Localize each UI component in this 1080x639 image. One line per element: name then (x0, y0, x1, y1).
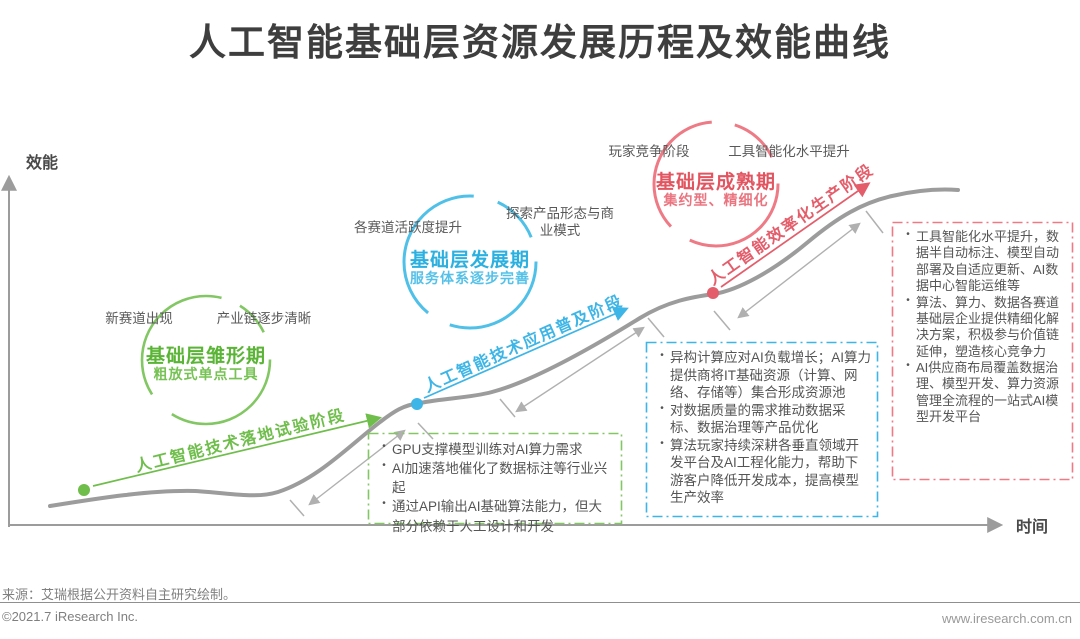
stage3-bullet: 算法、算力、数据各赛道基础层企业提供精细化解决方案，积极参与价值链延伸，塑造核心… (916, 294, 1060, 359)
stage1-milestone-dot (78, 484, 90, 496)
phase2-arrow (423, 306, 629, 399)
stage2-box-border (645, 341, 879, 518)
phase3-span-arrow (737, 222, 861, 319)
x-axis-label: 时间 (1016, 519, 1049, 536)
page-title: 人工智能基础层资源发展历程及效能曲线 (189, 22, 891, 63)
stage2-note-left: 各赛道活跃度提升 (354, 220, 462, 235)
stage2-subtitle: 服务体系逐步完善 (410, 270, 530, 286)
phase3-arrow (720, 182, 871, 288)
stage2-bullet: 算法玩家持续深耕各垂直领域开发平台及AI工程化能力，帮助下游客户降低开发成本，提… (670, 437, 859, 506)
stage3-ring (652, 120, 780, 248)
bullet-dot-icon: • (906, 360, 910, 371)
phase-boundary-ticks (289, 210, 884, 517)
stage2-ring (402, 194, 538, 330)
bullet-dot-icon: • (906, 229, 910, 240)
phase2-span-arrow (515, 326, 645, 413)
bullet-dot-icon: • (660, 402, 664, 414)
stage1-bullet: GPU支撑模型训练对AI算力需求 (392, 442, 583, 457)
stage3-note-left: 玩家竞争阶段 (608, 144, 690, 159)
copyright-note: ©2021.7 iResearch Inc. (2, 609, 139, 624)
stage1-note-left: 新赛道出现 (105, 311, 173, 326)
stage1-bullet: AI加速落地催化了数据标注等行业兴起 (392, 461, 608, 496)
stage1-subtitle: 粗放式单点工具 (153, 366, 259, 382)
stage1-note-right: 产业链逐步清晰 (216, 311, 312, 326)
stage3-bullet: AI供应商布局覆盖数据治理、模型开发、算力资源管理全流程的一站式AI模型开发平台 (916, 360, 1060, 425)
stage1-bullet: 通过API输出AI基础算法能力，但大部分依赖于人工设计和开发 (392, 499, 603, 534)
stage2-bullet: 异构计算应对AI负载增长；AI算力提供商将IT基础资源（计算、网络、存储等）集合… (670, 350, 872, 401)
stage3-bullet-box: • 工具智能化水平提升，数据半自动标注、模型自动部署及自适应更新、AI数据中心智能… (892, 222, 1072, 479)
stage3-note-right: 工具智能化水平提升 (728, 144, 850, 159)
y-axis-label: 效能 (26, 155, 59, 172)
stage2-bullet: 对数据质量的需求推动数据采标、数据治理等产品优化 (670, 402, 846, 436)
stage3-box-border (891, 221, 1074, 481)
bullet-dot-icon: • (660, 437, 664, 449)
stage2-milestone-dot (411, 398, 423, 410)
stage2-name: 基础层发展期 (409, 250, 530, 271)
bullet-dot-icon: • (382, 460, 386, 472)
bullet-dot-icon: • (382, 498, 386, 510)
stage3-bullet: 工具智能化水平提升，数据半自动标注、模型自动部署及自适应更新、AI数据中心智能运… (916, 229, 1060, 294)
phase1-arrow (92, 413, 382, 487)
bullet-dot-icon: • (906, 294, 910, 306)
stage1-box-border (367, 432, 623, 525)
stage3-subtitle: 集约型、精细化 (663, 192, 769, 208)
stage3-milestone-dot (707, 287, 719, 299)
stage2-bullet-box: • 异构计算应对AI负载增长；AI算力提供商将IT基础资源（计算、网络、存储等）集… (646, 342, 877, 516)
phase1-span-arrow (308, 429, 406, 506)
stage1-ring (140, 294, 272, 426)
stage2-note-right: 探索产品形态与商业模式 (506, 206, 614, 238)
website-url: www.iresearch.com.cn (941, 611, 1072, 626)
footer-divider (0, 602, 1080, 603)
stage3-name: 基础层成熟期 (655, 172, 776, 193)
bullet-dot-icon: • (660, 350, 664, 361)
bullet-dot-icon: • (382, 441, 386, 452)
source-note: 来源：艾瑞根据公开资料自主研究绘制。 (2, 587, 237, 602)
stage1-bullet-box: • GPU支撑模型训练对AI算力需求 • AI加速落地催化了数据标注等行业兴起 • 通… (368, 433, 621, 534)
stage1-name: 基础层雏形期 (145, 346, 266, 367)
